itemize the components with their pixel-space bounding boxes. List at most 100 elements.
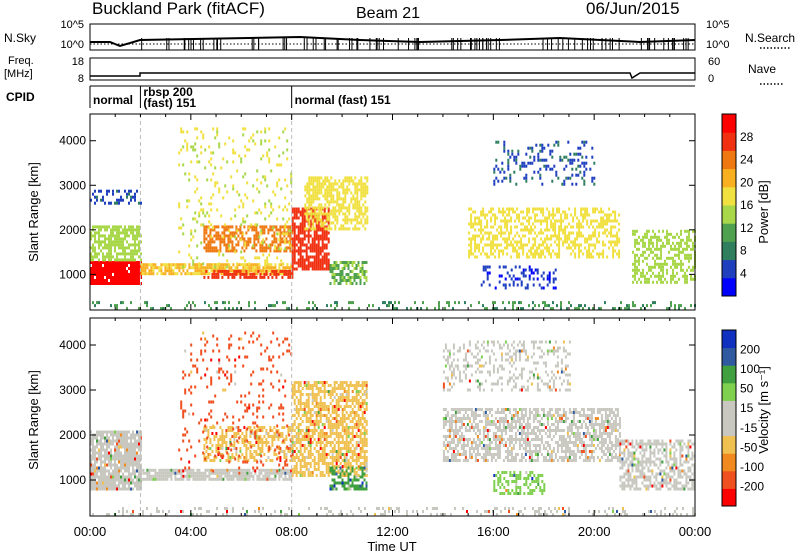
heatmap-cell bbox=[100, 463, 102, 467]
heatmap-cell bbox=[554, 268, 557, 272]
heatmap-cell bbox=[146, 471, 149, 475]
heatmap-cell bbox=[96, 264, 98, 267]
heatmap-cell bbox=[327, 240, 330, 244]
heatmap-cell bbox=[138, 445, 140, 449]
heatmap-cell bbox=[362, 188, 365, 192]
heatmap-cell bbox=[518, 265, 521, 269]
heatmap-cell bbox=[317, 243, 320, 247]
heatmap-cell bbox=[220, 367, 223, 371]
heatmap-cell bbox=[285, 453, 288, 456]
heatmap-cell bbox=[140, 475, 142, 479]
heatmap-cell bbox=[90, 454, 92, 458]
heatmap-cell bbox=[140, 234, 142, 238]
heatmap-cell bbox=[136, 189, 138, 193]
heatmap-cell bbox=[581, 176, 584, 180]
heatmap-cell bbox=[568, 243, 571, 247]
heatmap-cell bbox=[244, 355, 247, 359]
heatmap-cell bbox=[290, 469, 293, 473]
heatmap-cell bbox=[94, 225, 96, 229]
heatmap-cell bbox=[92, 282, 94, 285]
heatmap-cell bbox=[205, 237, 208, 241]
heatmap-cell bbox=[261, 429, 264, 432]
heatmap-cell bbox=[130, 442, 132, 446]
heatmap-cell bbox=[526, 283, 529, 287]
heatmap-cell bbox=[276, 184, 279, 188]
heatmap-cell bbox=[120, 457, 122, 461]
heatmap-cell bbox=[690, 238, 692, 242]
heatmap-cell bbox=[118, 267, 120, 270]
heatmap-cell bbox=[259, 426, 262, 429]
heatmap-cell bbox=[136, 466, 138, 470]
heatmap-cell bbox=[258, 334, 261, 338]
heatmap-cell bbox=[532, 271, 535, 275]
heatmap-cell bbox=[690, 253, 692, 257]
heatmap-cell bbox=[283, 456, 286, 459]
heatmap-cell bbox=[554, 252, 557, 256]
heatmap-cell bbox=[124, 270, 126, 273]
heatmap-cell bbox=[226, 190, 229, 194]
heatmap-cell bbox=[312, 188, 315, 192]
heatmap-cell bbox=[632, 250, 634, 254]
heatmap-cell bbox=[192, 266, 195, 270]
heatmap-cell bbox=[90, 198, 92, 202]
heatmap-cell bbox=[102, 276, 104, 279]
heatmap-cell bbox=[532, 228, 535, 232]
heatmap-cell bbox=[182, 477, 185, 481]
heatmap-cell bbox=[493, 167, 496, 171]
heatmap-cell bbox=[504, 286, 507, 290]
heatmap-cell bbox=[132, 478, 134, 482]
heatmap-cell bbox=[664, 244, 666, 248]
heatmap-cell bbox=[215, 234, 218, 238]
heatmap-cell bbox=[228, 358, 231, 362]
heatmap-cell bbox=[547, 164, 550, 168]
heatmap-cell bbox=[210, 266, 213, 270]
heatmap-cell bbox=[252, 266, 255, 270]
heatmap-cell bbox=[234, 151, 237, 155]
heatmap-cell bbox=[308, 197, 311, 201]
heatmap-cell bbox=[212, 349, 215, 353]
heatmap-cell bbox=[490, 249, 493, 253]
heatmap-cell bbox=[560, 213, 563, 217]
heatmap-cell bbox=[264, 471, 267, 475]
heatmap-cell bbox=[253, 225, 256, 229]
heatmap-cell bbox=[592, 255, 595, 259]
heatmap-cell bbox=[215, 456, 218, 459]
heatmap-cell bbox=[233, 246, 236, 250]
heatmap-cell bbox=[484, 307, 486, 311]
heatmap-cell bbox=[372, 304, 374, 308]
heatmap-cell bbox=[361, 267, 364, 270]
heatmap-cell bbox=[168, 304, 170, 308]
heatmap-cell bbox=[589, 167, 592, 171]
heatmap-cell bbox=[106, 439, 108, 443]
heatmap-cell bbox=[247, 237, 250, 241]
heatmap-cell bbox=[225, 228, 228, 232]
heatmap-cell bbox=[536, 277, 539, 281]
heatmap-cell bbox=[256, 187, 259, 191]
heatmap-cell bbox=[648, 241, 650, 245]
heatmap-cell bbox=[273, 435, 276, 438]
heatmap-cell bbox=[506, 219, 509, 223]
heatmap-cell bbox=[286, 148, 289, 152]
heatmap-cell bbox=[662, 244, 664, 248]
heatmap-cell bbox=[136, 475, 138, 479]
heatmap-cell bbox=[542, 271, 545, 275]
heatmap-cell bbox=[254, 269, 257, 273]
heatmap-cell bbox=[548, 304, 550, 308]
heatmap-cell bbox=[522, 268, 525, 272]
heatmap-cell bbox=[654, 259, 656, 263]
heatmap-cell bbox=[640, 280, 642, 284]
heatmap-cell bbox=[271, 269, 274, 273]
heatmap-cell bbox=[288, 477, 291, 481]
heatmap-cell bbox=[297, 387, 300, 390]
heatmap-cell bbox=[688, 238, 690, 242]
heatmap-cell bbox=[256, 266, 259, 270]
heatmap-cell bbox=[516, 225, 519, 229]
heatmap-cell bbox=[346, 191, 349, 195]
heatmap-cell bbox=[132, 487, 134, 491]
heatmap-cell bbox=[263, 435, 266, 438]
heatmap-cell bbox=[188, 439, 191, 443]
heatmap-cell bbox=[162, 307, 164, 311]
heatmap-cell bbox=[222, 263, 225, 267]
heatmap-cell bbox=[202, 451, 205, 455]
heatmap-cell bbox=[310, 203, 313, 207]
